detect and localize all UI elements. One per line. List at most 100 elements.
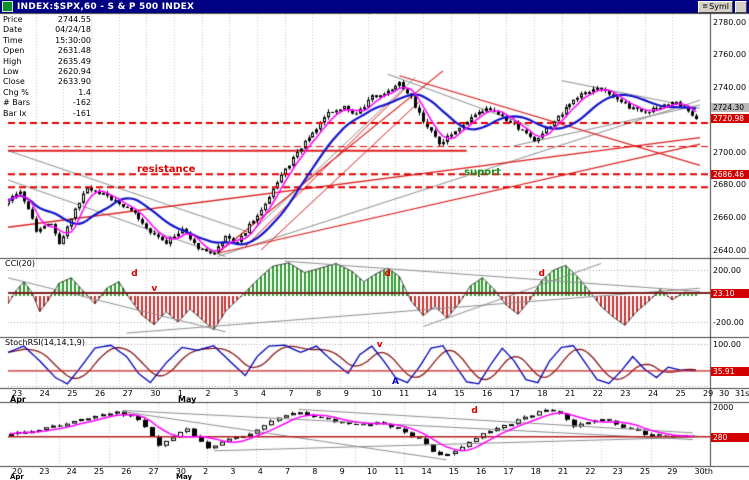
x-axis-day: 20 [12, 467, 23, 476]
indicator-annotation: d [538, 268, 546, 279]
window-title: INDEX:$SPX,60 - S & P 500 INDEX [17, 1, 195, 12]
x-axis-day: 11 [394, 467, 405, 476]
price-badge: 280 [711, 432, 749, 442]
x-axis-day: 8 [312, 467, 318, 476]
info-label: Low [3, 67, 19, 77]
x-axis-day: 21 [558, 467, 569, 476]
title-bar: INDEX:$SPX,60 - S & P 500 INDEX ≡ Syml [0, 0, 749, 13]
info-label: Bar Ix [3, 108, 27, 118]
x-axis-day: 25 [93, 467, 105, 476]
x-axis-day: 27 [122, 388, 133, 398]
info-value: -162 [72, 98, 91, 108]
price-badge: 2724.30 [711, 102, 749, 112]
symbol-link-label: Syml [709, 2, 729, 11]
y-axis-tick: 2640.00 [713, 245, 747, 255]
x-axis-day: 23 [620, 388, 631, 398]
x-axis-month: Apr [10, 472, 24, 480]
x-axis-day: 27 [148, 467, 159, 476]
info-value: 2635.49 [57, 56, 91, 66]
x-axis-day: 9 [343, 388, 349, 398]
x-axis-day: 30 [719, 388, 730, 398]
x-axis-day: 14 [426, 388, 437, 398]
x-axis-day: 9 [339, 467, 345, 476]
x-axis-day: 25 [675, 388, 686, 398]
x-axis-day: 4 [260, 388, 266, 398]
y-axis-tick: 2740.00 [713, 82, 747, 92]
x-axis-day: 15 [448, 467, 459, 476]
x-axis-day: 21 [565, 388, 576, 398]
info-row: Chg % 1.4 [3, 88, 91, 98]
y-axis-tick: 2700.00 [713, 147, 747, 157]
x-axis-day: 4 [257, 467, 263, 476]
chart-annotation: resistance [136, 164, 196, 176]
info-value: 15:30:00 [55, 35, 91, 45]
info-row: Bar Ix -161 [3, 109, 91, 119]
info-row: Low 2620.94 [3, 67, 91, 77]
y-axis-tick: 200.00 [713, 265, 741, 275]
info-label: Time [3, 35, 23, 45]
indicator-annotation: v [376, 339, 383, 350]
info-label: Close [3, 77, 25, 87]
info-row: Open 2631.48 [3, 46, 91, 56]
x-axis-day: 18 [530, 467, 541, 476]
x-axis-day: 23 [39, 467, 50, 476]
cci-panel-title: CCI(20) [5, 259, 35, 268]
info-row: # Bars -162 [3, 98, 91, 108]
y-axis-tick: 2660.00 [713, 212, 747, 222]
x-axis-day: 16 [482, 388, 493, 398]
info-row: Date 04/24/18 [3, 25, 91, 35]
y-axis-tick: 2680.00 [713, 180, 747, 190]
info-value: 04/24/18 [55, 25, 91, 35]
price-badge: 35.91 [711, 366, 749, 376]
x-axis-day: 14 [421, 467, 432, 476]
info-label: Price [3, 15, 23, 24]
info-label: Chg % [3, 87, 29, 97]
info-label: Open [3, 46, 25, 56]
x-axis-day: 26 [94, 388, 106, 398]
x-axis-day: 11 [399, 388, 410, 398]
x-axis-day: 25 [639, 467, 651, 476]
info-label: Date [3, 25, 23, 35]
x-axis-day: 22 [592, 388, 603, 398]
x-axis-day: 2 [203, 467, 209, 476]
window-option-button[interactable] [735, 0, 747, 13]
x-axis-day: 18 [537, 388, 548, 398]
y-axis-tick: 2780.00 [713, 17, 747, 27]
x-axis-day: 23 [12, 388, 23, 398]
x-axis-day: 24 [39, 388, 50, 398]
x-axis-day: 24 [647, 388, 659, 398]
indicator-annotation: d [471, 405, 478, 416]
info-value: 1.4 [78, 87, 91, 97]
x-axis-day: 22 [585, 467, 596, 476]
x-axis-day: 1 [177, 388, 183, 398]
info-value: -161 [72, 108, 91, 118]
cursor-info-panel: Price 2744.55 Date 04/24/18 Time 15:30:00 Open… [3, 15, 91, 119]
stochrsi-panel-title: StochRSI(14,14,1,9) [5, 338, 85, 347]
indicator-annotation: A [392, 376, 399, 387]
x-axis-day: 29 [703, 388, 714, 398]
info-row: High 2635.49 [3, 57, 91, 67]
x-axis-day: 17 [503, 467, 514, 476]
y-axis-tick: -200.00 [713, 317, 744, 327]
x-axis-day: 15 [454, 388, 465, 398]
x-axis-day: 30 [175, 467, 186, 476]
info-value: 2633.90 [57, 77, 91, 87]
price-badge: 23.10 [711, 288, 749, 298]
info-value: 2744.55 [57, 15, 91, 24]
symbol-link-button[interactable]: ≡ Syml [698, 0, 733, 13]
info-label: High [3, 56, 22, 66]
info-value: 2620.94 [57, 67, 91, 77]
price-badge: 2686.46 [711, 170, 749, 180]
x-axis-day: 30 [150, 388, 161, 398]
x-axis-day: 30th [694, 467, 713, 476]
x-axis-month: May [178, 394, 197, 404]
titlebar-buttons: ≡ Syml [698, 0, 747, 13]
x-axis-day: 7 [288, 388, 294, 398]
x-axis-day: 10 [366, 467, 378, 476]
info-value: 2631.48 [57, 46, 91, 56]
y-axis-tick: 2000 [713, 403, 734, 413]
x-axis-day: 8 [316, 388, 322, 398]
indicator-annotation: d [384, 268, 391, 279]
